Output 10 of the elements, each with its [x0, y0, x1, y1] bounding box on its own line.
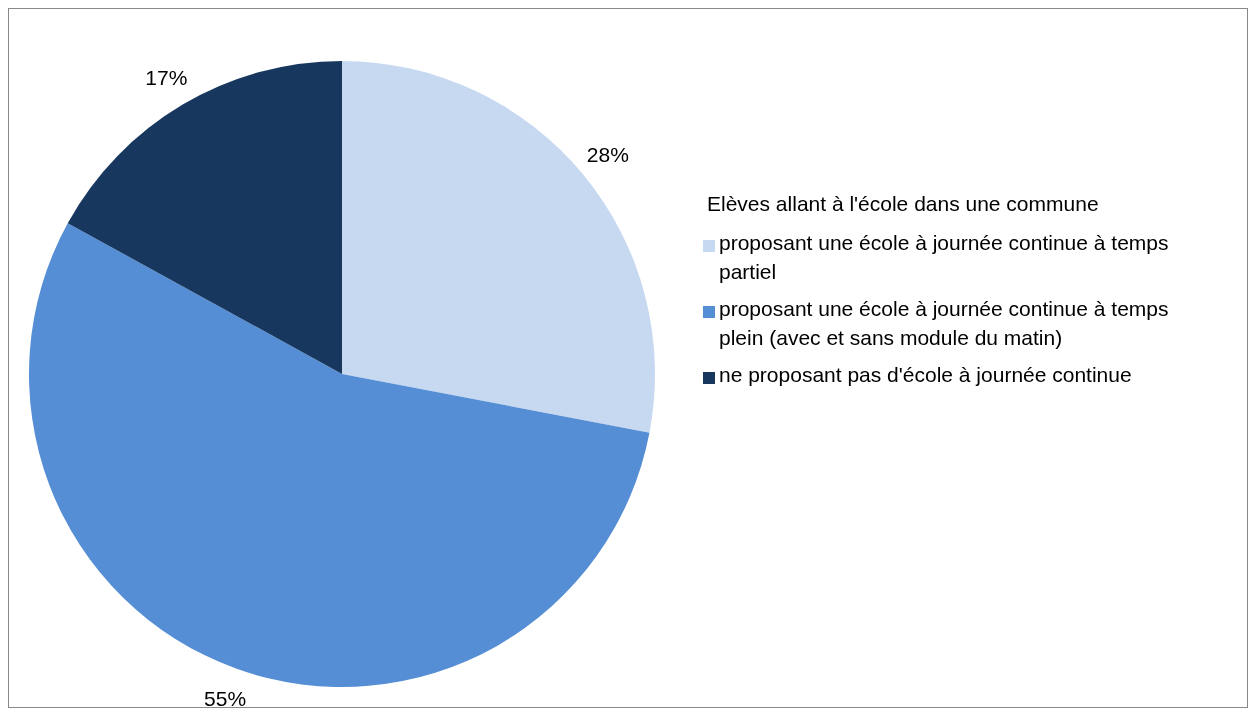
data-label: 55% [204, 687, 247, 711]
legend-label: proposant une école à journée continue à temps plein (avec et sans module du matin) [719, 296, 1170, 351]
data-label: 17% [145, 65, 188, 89]
data-label: 28% [586, 142, 629, 166]
legend-label: proposant une école à journée continue à temps partiel [719, 230, 1170, 285]
legend-title: Elèves allant à l'école dans une commune [707, 192, 1100, 216]
pie-slice [342, 61, 655, 433]
legend-label: ne proposant pas d'école à journée continue [719, 362, 1132, 388]
pie-slice [67, 61, 342, 374]
pie-slice [29, 223, 650, 687]
